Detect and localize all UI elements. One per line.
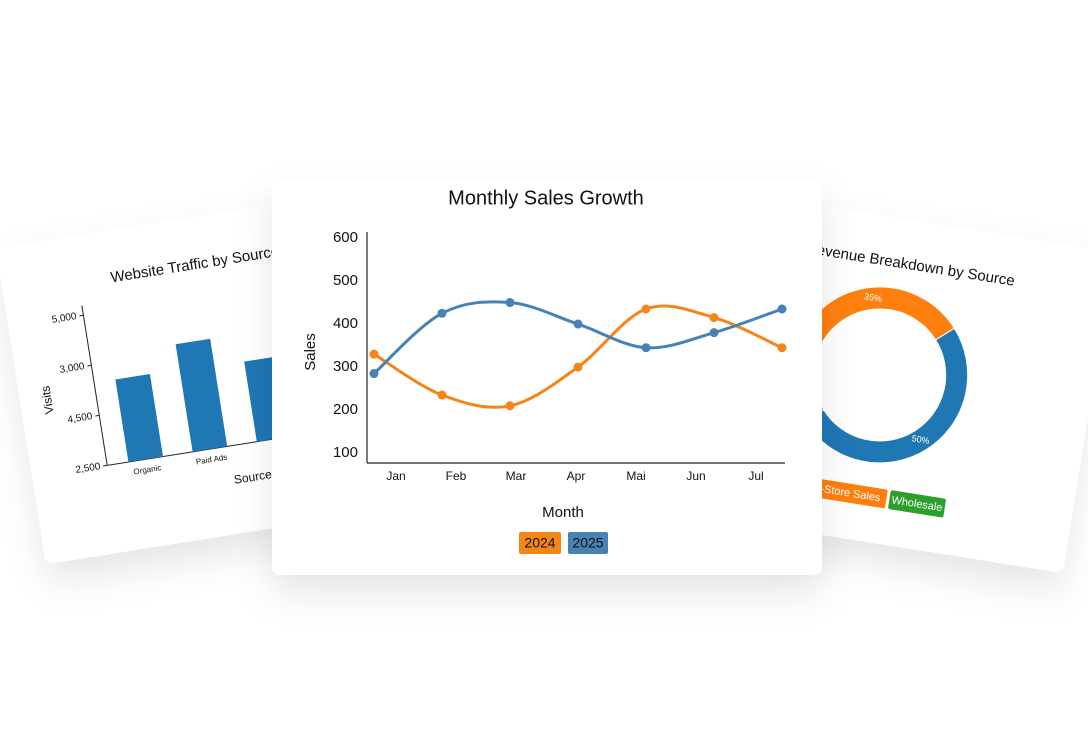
point: [641, 304, 651, 314]
legend-swatch: [519, 532, 561, 554]
y-tick-label: 500: [333, 272, 358, 289]
sales-card: Monthly Sales Growth Sales Month 100 200 3…: [272, 180, 822, 575]
y-tick-label: 200: [333, 401, 358, 418]
card: [748, 203, 1088, 572]
point: [505, 298, 515, 308]
legend-swatch: [888, 490, 946, 518]
card: [272, 180, 822, 575]
x-tick-label: Organic: [133, 463, 162, 476]
slice-label: 50%: [911, 433, 930, 446]
y-axis-label: Visits: [38, 385, 56, 415]
y-tick: [79, 314, 84, 317]
x-axis-label: Month: [542, 504, 584, 521]
point: [369, 369, 379, 379]
x-tick-label: Jul: [748, 469, 763, 483]
y-tick-label: 3,000: [59, 361, 86, 376]
point: [437, 308, 447, 318]
bar: [175, 338, 228, 452]
y-tick-label: 600: [333, 229, 358, 246]
slice-label: 35%: [863, 291, 882, 304]
point: [777, 304, 787, 314]
y-tick-label: 2,500: [75, 461, 102, 476]
point: [573, 362, 583, 372]
legend-label: 2024: [524, 535, 555, 551]
y-tick-label: 300: [333, 358, 358, 375]
x-tick-label: Apr: [567, 469, 586, 483]
y-tick: [103, 464, 108, 467]
x-tick-label: Mai: [626, 469, 645, 483]
point: [369, 349, 379, 359]
y-tick-label: 4,500: [67, 411, 94, 426]
y-axis: [81, 305, 108, 466]
legend-swatch: [568, 532, 608, 554]
legend-swatch: [804, 477, 888, 509]
x-tick-label: Feb: [446, 469, 467, 483]
x-tick-label: Jan: [386, 469, 405, 483]
y-tick: [87, 364, 92, 367]
point: [777, 343, 787, 353]
point: [641, 343, 651, 353]
bar: [115, 373, 164, 463]
x-tick-label: Mar: [506, 469, 527, 483]
y-axis-label: Sales: [302, 333, 319, 371]
point: [573, 319, 583, 329]
legend-label: 2025: [572, 535, 603, 551]
chart-title: Monthly Sales Growth: [448, 187, 644, 209]
x-tick-label: Jun: [686, 469, 705, 483]
y-tick: [95, 414, 100, 417]
y-tick-label: 100: [333, 444, 358, 461]
point: [709, 328, 719, 338]
y-tick-label: 5,000: [51, 311, 78, 326]
point: [437, 390, 447, 400]
x-axis-label: Source: [233, 467, 273, 487]
point: [505, 401, 515, 411]
point: [709, 313, 719, 323]
y-tick-label: 400: [333, 315, 358, 332]
